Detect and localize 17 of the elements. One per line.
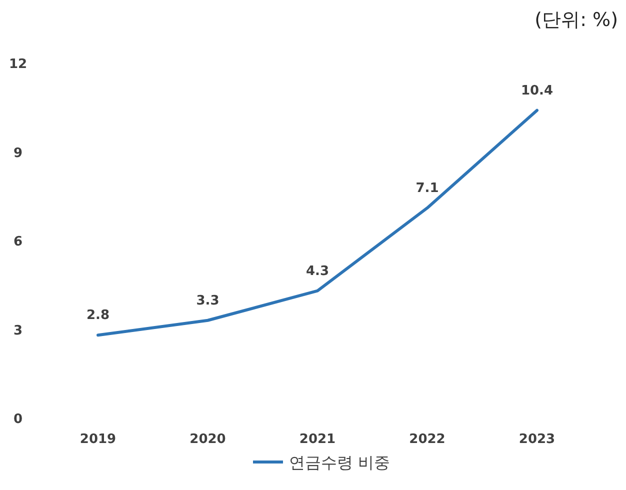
- y-tick-label: 6: [13, 234, 23, 250]
- data-label: 2.8: [86, 308, 110, 324]
- x-tick-label: 2020: [190, 432, 226, 447]
- legend-label: 연금수령 비중: [289, 453, 390, 472]
- y-tick-label: 12: [8, 57, 28, 72]
- y-tick-label: 9: [13, 146, 23, 161]
- x-tick-label: 2022: [409, 432, 446, 447]
- y-tick-label: 3: [13, 323, 23, 338]
- data-label: 3.3: [196, 293, 220, 308]
- x-tick-label: 2019: [80, 432, 116, 447]
- data-label: 10.4: [520, 83, 554, 98]
- data-label: 7.1: [416, 180, 439, 196]
- text: (단위: %): [534, 9, 618, 31]
- x-tick-label: 2021: [299, 432, 336, 447]
- y-tick-label: 0: [13, 412, 23, 427]
- data-label: 4.3: [306, 264, 330, 279]
- x-tick-label: 2023: [518, 432, 556, 447]
